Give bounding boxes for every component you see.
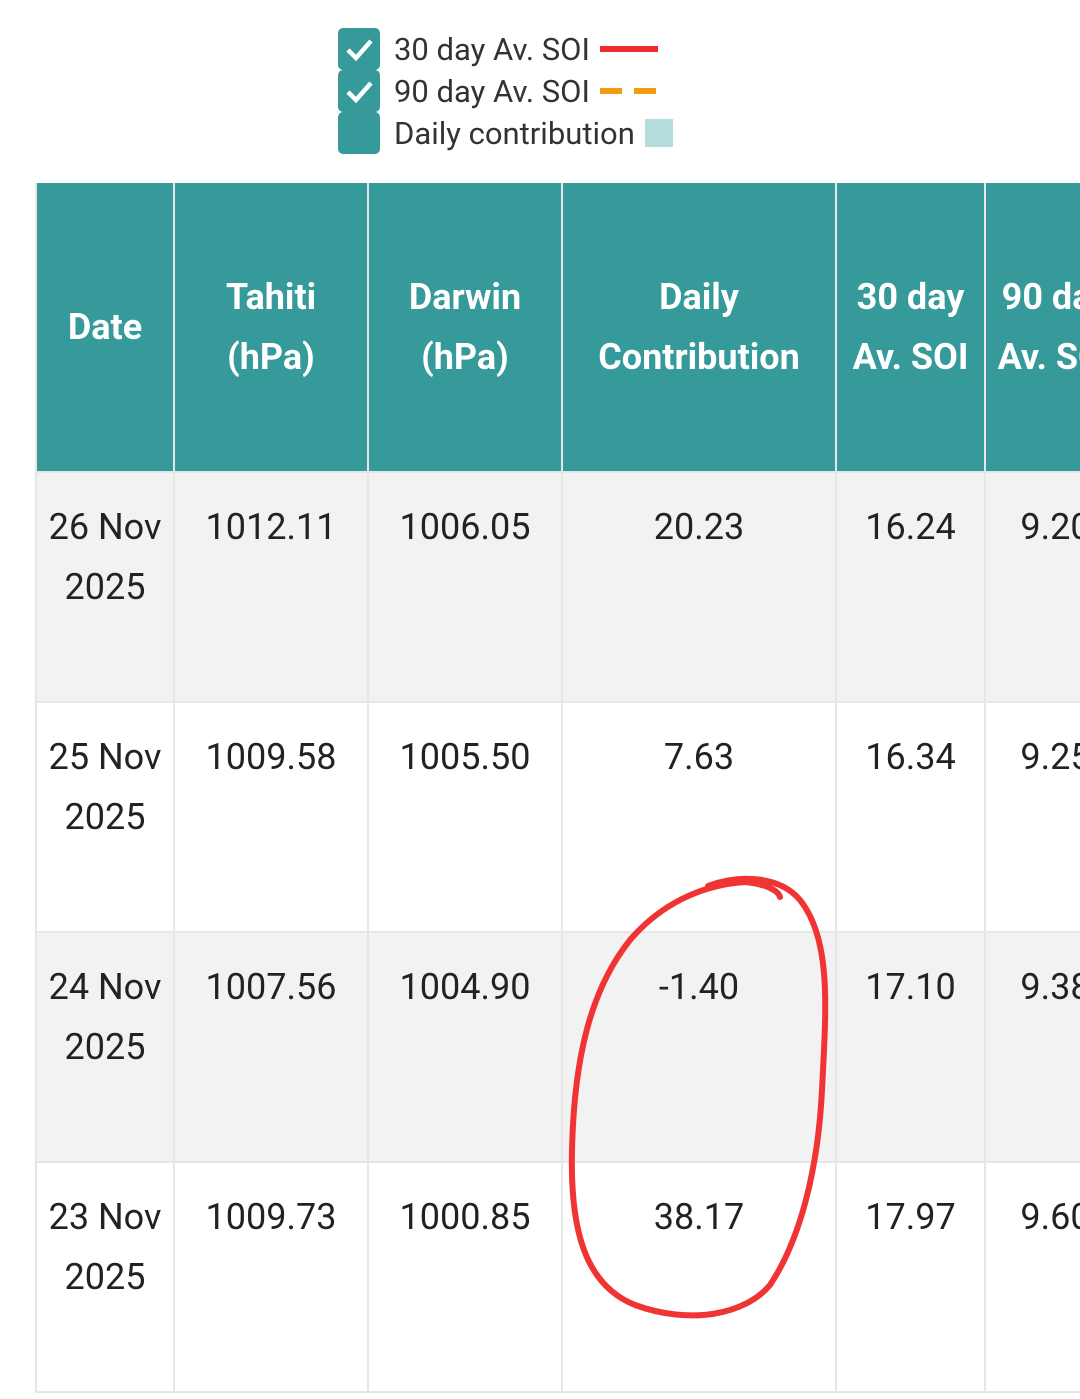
column-header: Tahiti (hPa) [173,183,369,473]
table-cell: 1005.50 [367,701,563,933]
table-cell: 1000.85 [367,1161,563,1393]
legend-swatch [599,46,658,52]
legend-swatch [599,88,658,94]
table-cell: 1004.90 [367,931,563,1163]
legend-label: Daily contribution [394,114,635,152]
column-header: 90 day Av. SOI [984,183,1080,473]
column-header: 30 day Av. SOI [835,183,986,473]
table-cell: 7.63 [561,701,837,933]
checkmark [346,81,373,104]
table-cell: 1009.58 [173,701,369,933]
table-body: 26 Nov 20251012.111006.0520.2316.249.202… [35,471,1080,1393]
table-cell: 9.38 [984,931,1080,1163]
table-cell: 23 Nov 2025 [35,1161,175,1393]
legend: 30 day Av. SOI 90 day Av. SOI Daily contri… [338,28,673,154]
header-row: Date Tahiti (hPa) Darwin (hPa) Daily Contri… [35,183,1080,473]
table-cell: 9.25 [984,701,1080,933]
table-cell: 24 Nov 2025 [35,931,175,1163]
table-cell: -1.40 [561,931,837,1163]
checkmark [346,39,373,62]
column-header: Date [35,183,175,473]
soi-table: Date Tahiti (hPa) Darwin (hPa) Daily Contri… [35,183,1080,1393]
table-cell: 25 Nov 2025 [35,701,175,933]
column-header: Daily Contribution [561,183,837,473]
legend-item: 30 day Av. SOI [338,28,673,70]
table-cell: 26 Nov 2025 [35,471,175,703]
table-cell: 1012.11 [173,471,369,703]
table-cell: 1006.05 [367,471,563,703]
table-cell: 9.20 [984,471,1080,703]
legend-item: Daily contribution [338,112,673,154]
legend-swatch [644,119,673,147]
table-cell: 17.10 [835,931,986,1163]
table-cell: 1009.73 [173,1161,369,1393]
checkbox[interactable] [338,28,380,70]
table-cell: 9.60 [984,1161,1080,1393]
column-header: Darwin (hPa) [367,183,563,473]
table-container: Date Tahiti (hPa) Darwin (hPa) Daily Contri… [35,183,1080,1399]
checkbox[interactable] [338,70,380,112]
table-cell: 20.23 [561,471,837,703]
table-cell: 16.24 [835,471,986,703]
table-cell: 1007.56 [173,931,369,1163]
legend-label: 30 day Av. SOI [394,30,590,68]
legend-label: 90 day Av. SOI [394,72,590,110]
table-cell: 16.34 [835,701,986,933]
legend-item: 90 day Av. SOI [338,70,673,112]
table-cell: 17.97 [835,1161,986,1393]
checkbox[interactable] [338,112,380,154]
table-cell: 38.17 [561,1161,837,1393]
